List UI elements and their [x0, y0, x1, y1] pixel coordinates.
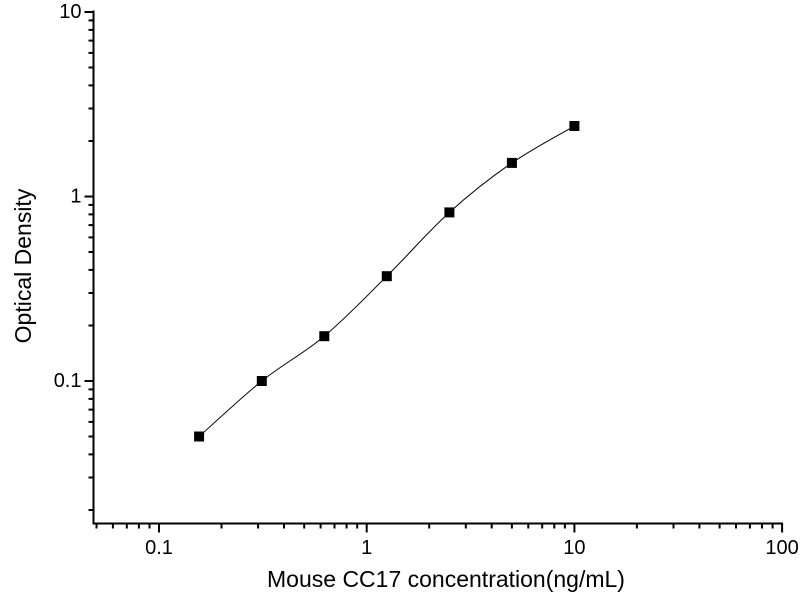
- data-point-marker: [381, 271, 392, 282]
- x-tick-label: 1: [361, 537, 372, 559]
- data-point-marker: [569, 121, 580, 131]
- x-tick-label: 100: [765, 537, 798, 559]
- data-point-marker: [444, 207, 455, 218]
- data-point-marker: [194, 431, 205, 442]
- y-tick-label: 1: [70, 186, 81, 208]
- x-axis-title: Mouse CC17 concentration(ng/mL): [267, 566, 625, 592]
- y-tick-label: 0.1: [54, 370, 82, 392]
- data-point-marker: [506, 157, 517, 168]
- x-tick-label: 10: [563, 537, 585, 559]
- standard-curve-line: [198, 125, 575, 437]
- data-point-marker: [256, 376, 267, 386]
- y-tick-label: 10: [59, 1, 81, 23]
- x-tick-label: 0.1: [145, 537, 173, 559]
- y-axis-title: Optical Density: [10, 188, 36, 344]
- data-point-marker: [319, 331, 330, 342]
